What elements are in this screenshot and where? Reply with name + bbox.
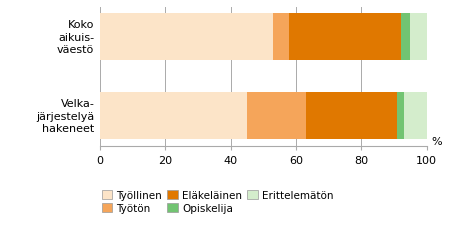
Bar (273, 14, 290, 61)
Bar (404, 93, 427, 140)
Bar (100, 14, 273, 61)
Text: %: % (431, 136, 442, 146)
Bar (400, 14, 410, 61)
Bar (397, 93, 404, 140)
Bar (247, 93, 306, 140)
Bar (306, 93, 397, 140)
Legend: Työllinen, Työtön, Eläkeläinen, Opiskelija, Erittelemätön: Työllinen, Työtön, Eläkeläinen, Opiskeli… (102, 190, 333, 213)
Bar (410, 14, 427, 61)
Bar (100, 93, 247, 140)
Bar (290, 14, 400, 61)
